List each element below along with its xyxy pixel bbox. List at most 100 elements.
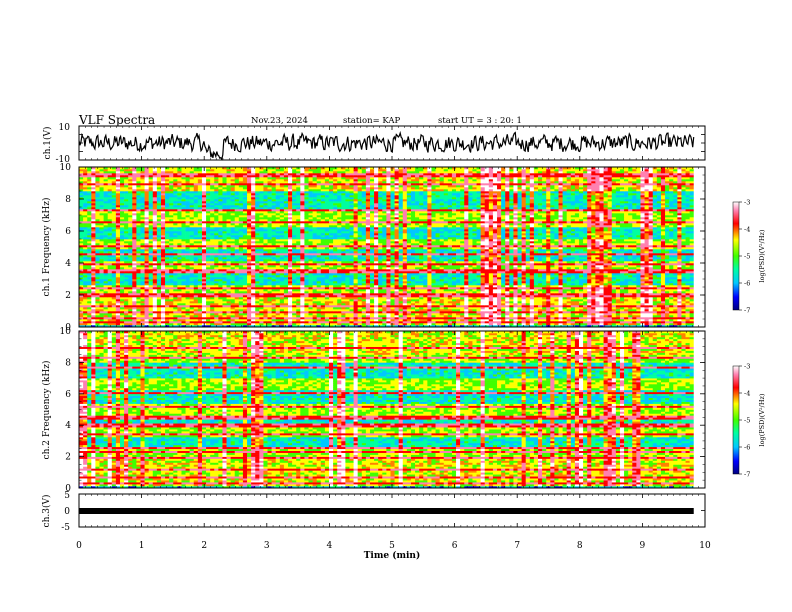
spectrogram-cell: [546, 299, 550, 301]
spectrogram-cell: [690, 263, 694, 265]
spectrogram-cell: [247, 267, 251, 269]
spectrogram-cell: [140, 293, 144, 295]
spectrogram-cell: [349, 267, 353, 269]
spectrogram-cell: [686, 281, 690, 283]
spectrogram-cell: [140, 289, 144, 291]
spectrogram-cell: [546, 283, 550, 285]
spectrogram-cell: [427, 265, 431, 267]
spectrogram-cell: [518, 269, 522, 271]
spectrogram-cell: [243, 319, 247, 321]
spectrogram-cell: [649, 265, 653, 267]
spectrogram-cell: [427, 313, 431, 315]
spectrogram-cell: [423, 299, 427, 301]
spectrogram-cell: [120, 293, 124, 295]
spectrogram-cell: [104, 267, 108, 269]
spectrogram-cell: [448, 315, 452, 317]
spectrogram-cell: [513, 295, 517, 297]
spectrogram-cell: [640, 289, 644, 291]
spectrogram-cell: [599, 275, 603, 277]
spectrogram-cell: [243, 301, 247, 303]
spectrogram-cell: [460, 321, 464, 323]
spectrogram-cell: [431, 261, 435, 263]
spectrogram-cell: [300, 291, 304, 293]
spectrogram-cell: [354, 295, 358, 297]
spectrogram-cell: [255, 319, 259, 321]
spectrogram-cell: [497, 303, 501, 305]
spectrogram-cell: [132, 309, 136, 311]
spectrogram-cell: [403, 299, 407, 301]
spectrogram-cell: [399, 297, 403, 299]
spectrogram-cell: [608, 283, 612, 285]
spectrogram-cell: [575, 313, 579, 315]
spectrogram-cell: [239, 301, 243, 303]
spectrogram-cell: [231, 285, 235, 287]
spectrogram-cell: [374, 315, 378, 317]
spectrogram-cell: [251, 273, 255, 275]
spectrogram-cell: [632, 317, 636, 319]
spectrogram-cell: [165, 317, 169, 319]
spectrogram-cell: [169, 301, 173, 303]
spectrogram-cell: [325, 281, 329, 283]
spectrogram-cell: [690, 265, 694, 267]
spectrogram-cell: [222, 273, 226, 275]
spectrogram-cell: [636, 321, 640, 323]
spectrogram-cell: [563, 267, 567, 269]
spectrogram-cell: [612, 299, 616, 301]
spectrogram-cell: [108, 309, 112, 311]
spectrogram-cell: [661, 279, 665, 281]
spectrogram-cell: [239, 299, 243, 301]
spectrogram-cell: [464, 321, 468, 323]
spectrogram-cell: [128, 259, 132, 261]
spectrogram-cell: [366, 321, 370, 323]
spectrogram-cell: [612, 261, 616, 263]
spectrogram-cell: [337, 313, 341, 315]
spectrogram-cell: [501, 265, 505, 267]
spectrogram-cell: [268, 281, 272, 283]
spectrogram-cell: [616, 275, 620, 277]
spectrogram-cell: [579, 279, 583, 281]
spectrogram-cell: [374, 311, 378, 313]
spectrogram-cell: [136, 279, 140, 281]
spectrogram-cell: [112, 275, 116, 277]
spectrogram-cell: [538, 285, 542, 287]
spectrogram-cell: [169, 317, 173, 319]
spectrogram-cell: [79, 271, 83, 273]
spectrogram-cell: [276, 315, 280, 317]
spectrogram-cell: [472, 291, 476, 293]
spectrogram-cell: [657, 279, 661, 281]
spectrogram-cell: [395, 297, 399, 299]
spectrogram-cell: [87, 303, 91, 305]
spectrogram-cell: [612, 305, 616, 307]
spectrogram-cell: [460, 289, 464, 291]
spectrogram-cell: [665, 275, 669, 277]
spectrogram-cell: [132, 299, 136, 301]
spectrogram-cell: [321, 289, 325, 291]
spectrogram-cell: [390, 285, 394, 287]
spectrogram-cell: [485, 301, 489, 303]
spectrogram-cell: [423, 285, 427, 287]
spectrogram-cell: [677, 273, 681, 275]
spectrogram-cell: [558, 277, 562, 279]
spectrogram-cell: [501, 275, 505, 277]
spectrogram-cell: [558, 299, 562, 301]
spectrogram-cell: [304, 313, 308, 315]
spectrogram-cell: [563, 299, 567, 301]
spectrogram-cell: [558, 281, 562, 283]
spectrogram-cell: [79, 291, 83, 293]
spectrogram-cell: [636, 275, 640, 277]
spectrogram-cell: [136, 313, 140, 315]
spectrogram-cell: [292, 267, 296, 269]
spectrogram-cell: [157, 287, 161, 289]
spectrogram-cell: [657, 317, 661, 319]
spectrogram-cell: [329, 269, 333, 271]
spectrogram-cell: [263, 311, 267, 313]
spectrogram-cell: [206, 305, 210, 307]
spectrogram-cell: [313, 319, 317, 321]
spectrogram-cell: [616, 263, 620, 265]
spectrogram-cell: [218, 263, 222, 265]
spectrogram-cell: [403, 321, 407, 323]
spectrogram-cell: [657, 323, 661, 325]
spectrogram-cell: [554, 297, 558, 299]
spectrogram-cell: [194, 289, 198, 291]
spectrogram-cell: [358, 275, 362, 277]
